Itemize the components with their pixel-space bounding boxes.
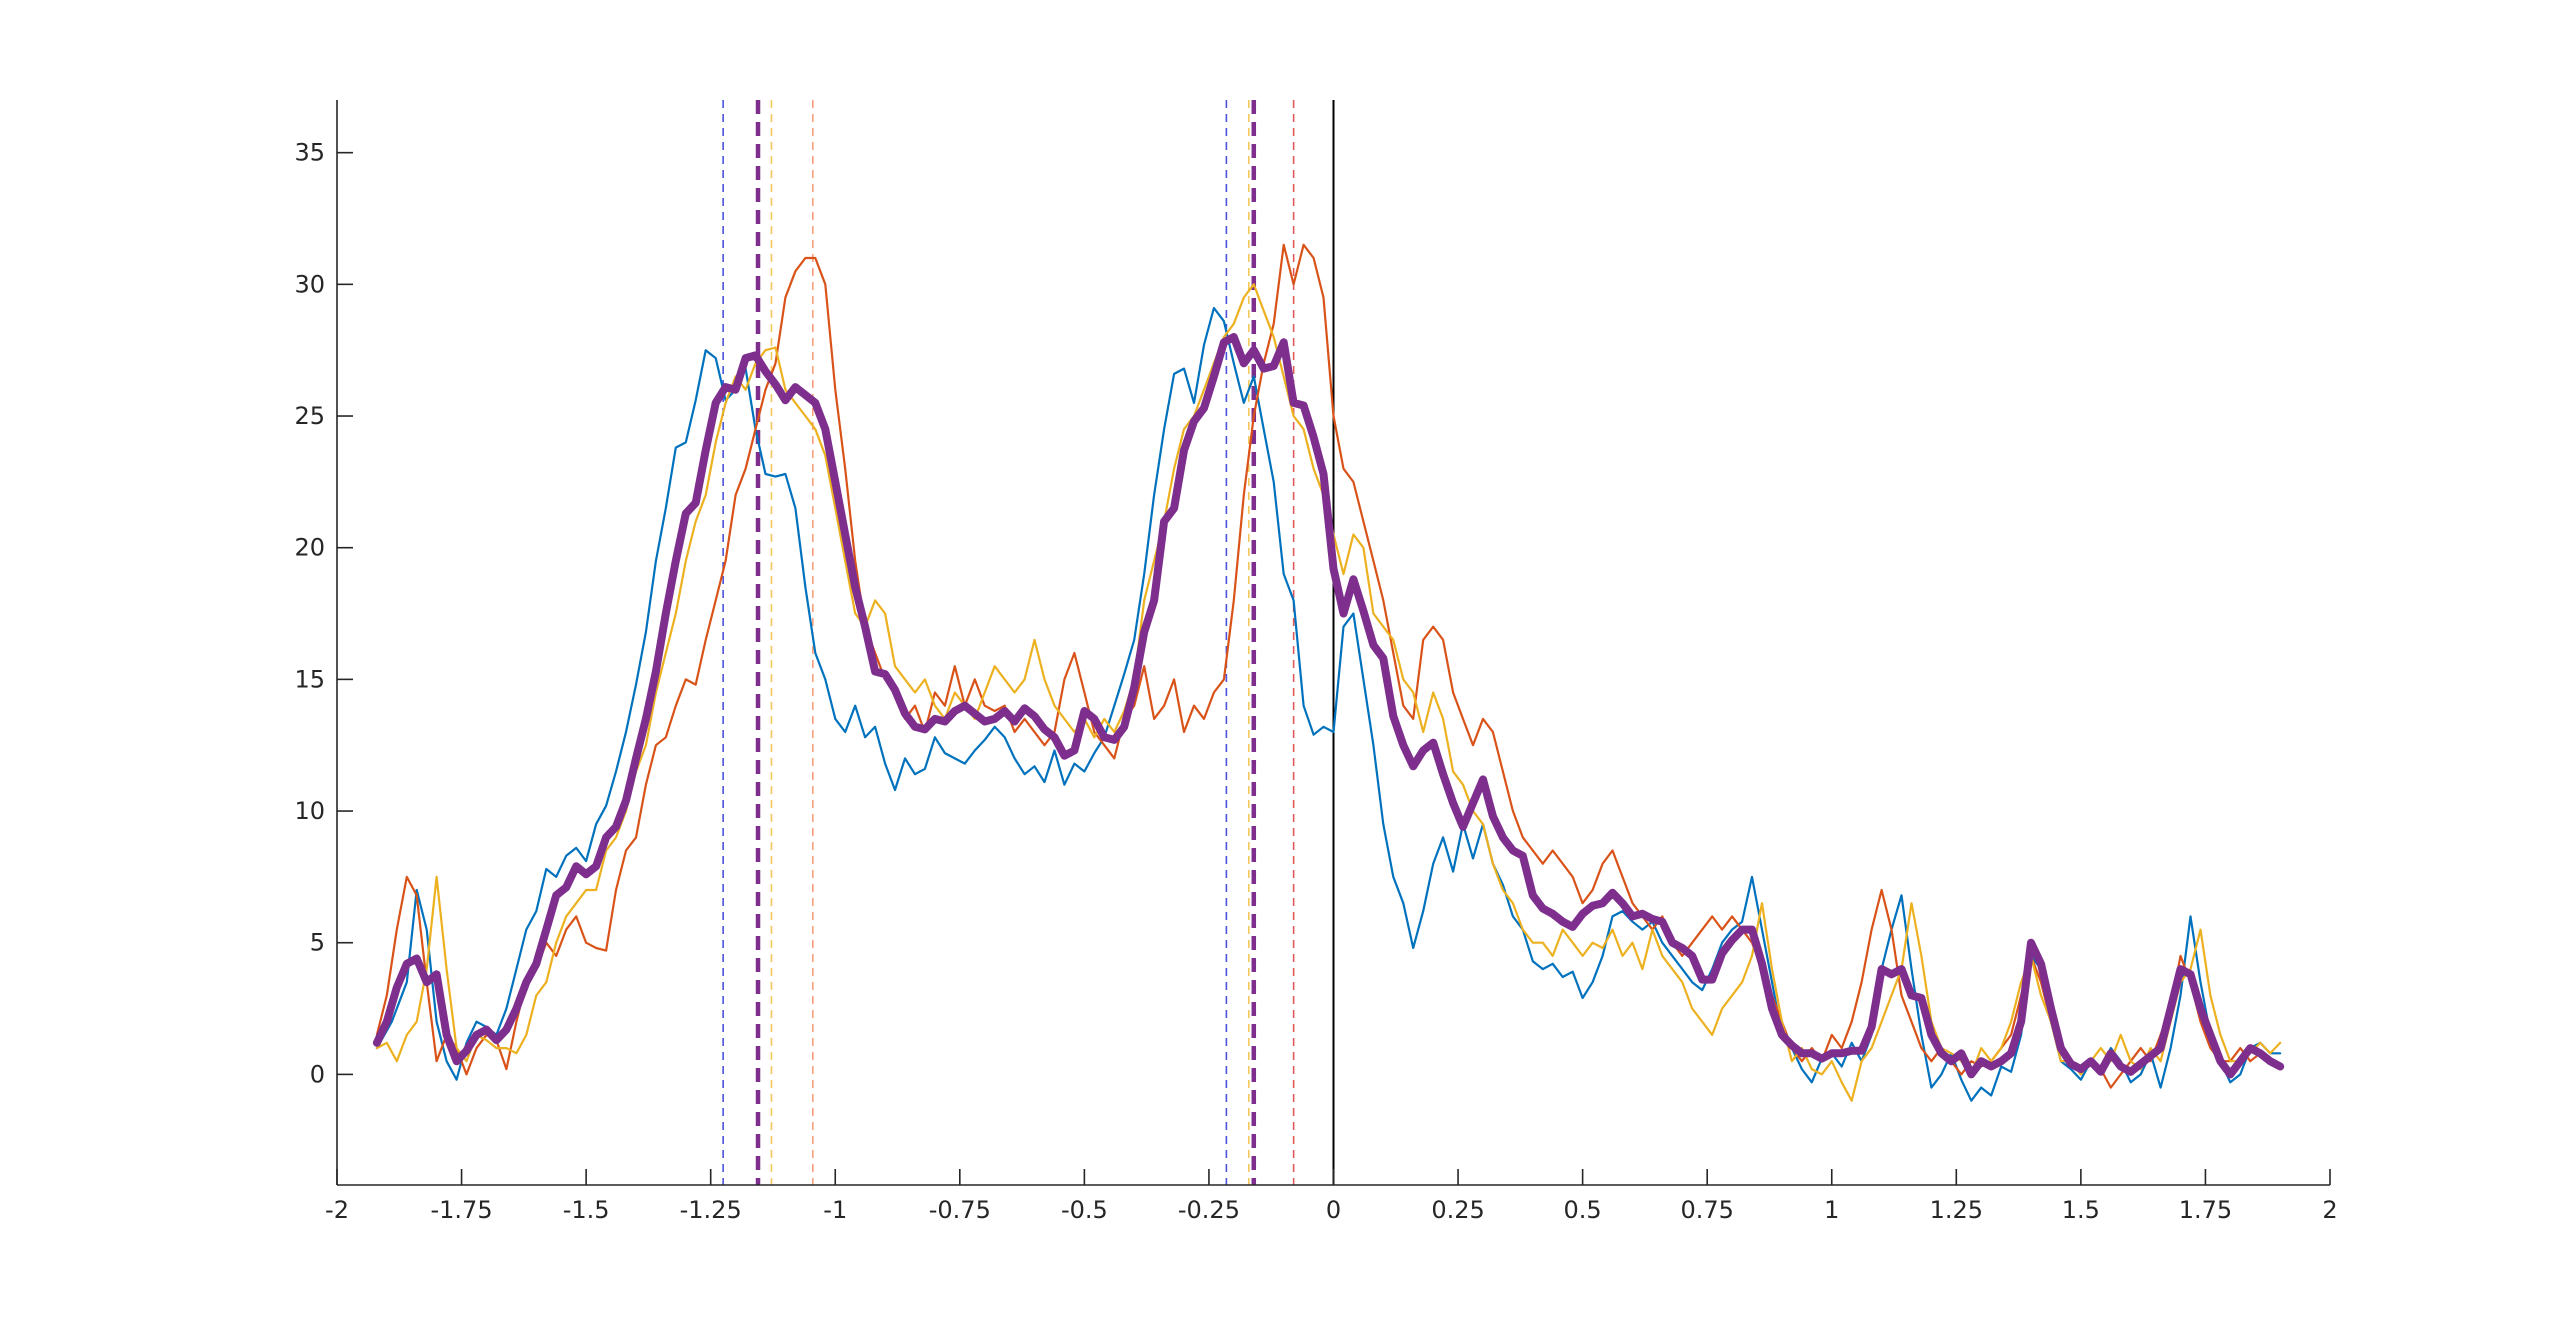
x-tick-label: -1.25 [680, 1196, 742, 1224]
vertical-markers [722, 100, 1335, 1185]
x-tick-label: 0 [1326, 1196, 1341, 1224]
x-tick-label: -0.25 [1178, 1196, 1240, 1224]
x-tick-label: 0.5 [1564, 1196, 1602, 1224]
x-tick-label: -1.75 [431, 1196, 493, 1224]
x-tick-label: -0.75 [929, 1196, 991, 1224]
y-tick-label: 0 [310, 1060, 325, 1088]
x-tick-label: -1 [823, 1196, 847, 1224]
y-tick-label: 25 [294, 402, 325, 430]
x-tick-label: 1 [1824, 1196, 1839, 1224]
x-tick-label: 0.75 [1680, 1196, 1733, 1224]
x-tick-label: 1.25 [1930, 1196, 1983, 1224]
x-tick-label: -1.5 [563, 1196, 610, 1224]
y-tick-label: 5 [310, 929, 325, 957]
x-tick-label: 1.5 [2062, 1196, 2100, 1224]
y-tick-label: 30 [294, 270, 325, 298]
x-axis-ticks: -2 -1.75 -1.5 -1.25 -1 -0.75 -0.5 -0.25 0 0.25 0.5… [325, 1169, 2338, 1224]
series-line-1 [375, 243, 2282, 1089]
x-tick-label: 2 [2322, 1196, 2337, 1224]
y-tick-label: 35 [294, 139, 325, 167]
series-line-0 [375, 306, 2282, 1102]
series-line-3 [372, 333, 2285, 1079]
y-tick-label: 15 [294, 665, 325, 693]
x-tick-label: -0.5 [1061, 1196, 1108, 1224]
x-tick-label: 0.25 [1431, 1196, 1484, 1224]
x-tick-label: 1.75 [2179, 1196, 2232, 1224]
y-tick-label: 10 [294, 797, 325, 825]
x-tick-label: -2 [325, 1196, 349, 1224]
y-tick-label: 20 [294, 534, 325, 562]
y-axis-ticks: 0 5 10 15 20 25 30 35 [294, 139, 353, 1088]
series-group [372, 243, 2285, 1102]
series-line-2 [375, 283, 2282, 1102]
